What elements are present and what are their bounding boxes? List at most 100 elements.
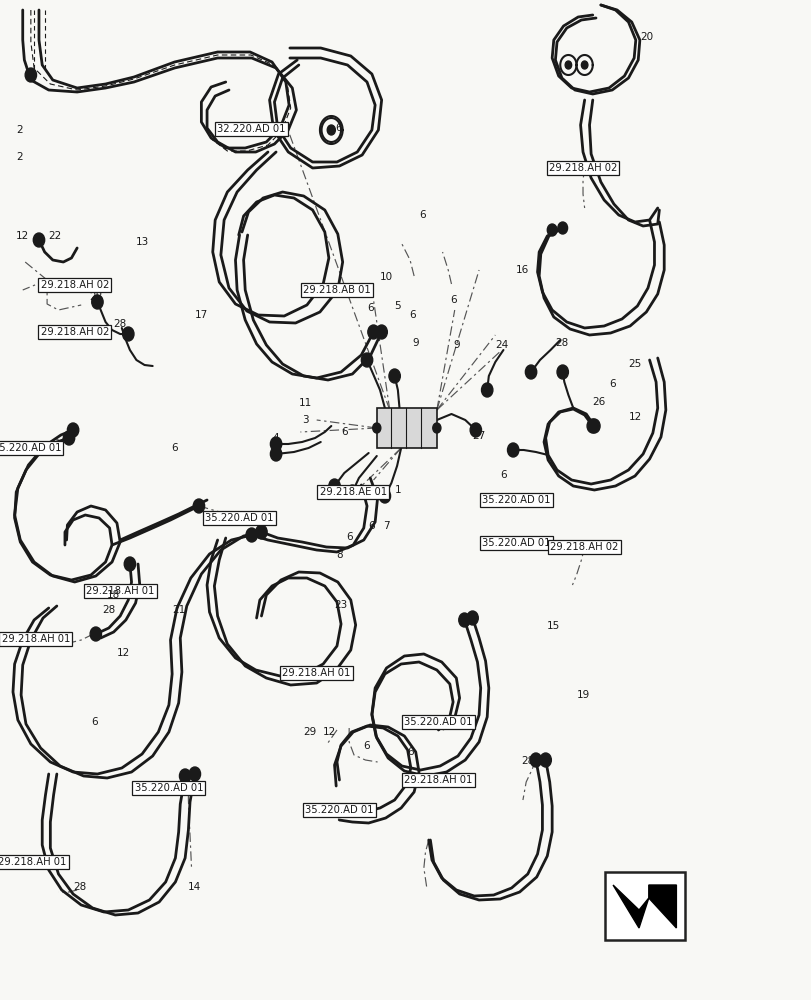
Text: 35.220.AD 01: 35.220.AD 01 [482,495,550,505]
Circle shape [564,61,571,69]
Text: 17: 17 [195,310,208,320]
Circle shape [92,295,103,309]
Circle shape [588,419,599,433]
Text: 26: 26 [592,397,605,407]
Text: 29.218.AH 01: 29.218.AH 01 [0,857,67,867]
Text: 13: 13 [135,237,148,247]
Text: 6: 6 [608,379,615,389]
Text: 6: 6 [363,741,370,751]
Bar [376,408,436,448]
Text: 6: 6 [407,747,414,757]
Circle shape [270,447,281,461]
Circle shape [525,365,536,379]
Circle shape [557,222,567,234]
Circle shape [270,437,281,451]
Text: 6: 6 [91,717,97,727]
Text: 28: 28 [555,338,568,348]
Text: 29.218.AE 01: 29.218.AE 01 [320,487,386,497]
Text: 6: 6 [345,532,352,542]
Text: 6: 6 [409,310,415,320]
Text: 12: 12 [117,648,130,658]
Text: 20: 20 [639,32,652,42]
Text: 6: 6 [449,295,456,305]
Text: 4: 4 [272,433,279,443]
Circle shape [367,325,379,339]
Text: 27: 27 [472,431,485,441]
Text: 35.220.AD 01: 35.220.AD 01 [305,805,373,815]
Text: 12: 12 [323,727,336,737]
Text: 29: 29 [303,727,316,737]
Text: 3: 3 [302,415,308,425]
Text: 25: 25 [628,359,641,369]
Text: 9: 9 [412,338,418,348]
Circle shape [122,327,134,341]
Circle shape [466,611,478,625]
Circle shape [63,431,75,445]
Text: 24: 24 [495,340,508,350]
Circle shape [539,753,551,767]
Text: 16: 16 [516,265,529,275]
Text: 29.218.AH 01: 29.218.AH 01 [282,668,350,678]
Text: 21: 21 [172,605,185,615]
Circle shape [556,365,568,379]
Text: 7: 7 [383,521,389,531]
Circle shape [372,423,380,433]
Circle shape [458,613,470,627]
Circle shape [481,383,492,397]
Text: 23: 23 [334,600,347,610]
Circle shape [388,369,400,383]
Text: 6: 6 [367,303,373,313]
Circle shape [189,767,200,781]
Text: 22: 22 [49,231,62,241]
Text: 28: 28 [114,319,127,329]
Text: 28: 28 [89,292,102,302]
Text: 28: 28 [102,605,115,615]
Text: 18: 18 [107,590,120,600]
Text: 29.218.AH 01: 29.218.AH 01 [86,586,154,596]
Text: 2: 2 [16,125,23,135]
Circle shape [581,61,587,69]
Text: 6: 6 [418,210,425,220]
Circle shape [470,423,481,437]
Text: 6: 6 [368,521,375,531]
Polygon shape [612,885,648,928]
Text: 19: 19 [576,690,589,700]
Circle shape [246,528,257,542]
Text: 6: 6 [341,427,347,437]
Text: 5: 5 [394,301,401,311]
Bar [604,872,684,940]
Text: 11: 11 [298,398,311,408]
Text: 9: 9 [453,340,459,350]
Circle shape [255,525,267,539]
Text: 28: 28 [73,882,86,892]
Text: 29.218.AH 01: 29.218.AH 01 [2,634,70,644]
Circle shape [586,419,598,433]
Circle shape [25,68,36,82]
Circle shape [432,423,440,433]
Circle shape [33,233,45,247]
Text: 35.220.AD 01: 35.220.AD 01 [0,443,61,453]
Text: 35.220.AD 01: 35.220.AD 01 [482,538,550,548]
Circle shape [179,769,191,783]
Circle shape [530,753,541,767]
Text: 6: 6 [171,443,178,453]
Circle shape [361,353,372,367]
Text: 6: 6 [335,123,341,133]
Circle shape [547,224,556,236]
Text: 12: 12 [629,412,642,422]
Text: 12: 12 [16,231,29,241]
Text: 10: 10 [380,272,393,282]
Circle shape [193,499,204,513]
Text: 29.218.AH 02: 29.218.AH 02 [41,280,109,290]
Text: 6: 6 [500,470,506,480]
Text: 28: 28 [521,756,534,766]
Circle shape [90,627,101,641]
Text: 29.218.AH 02: 29.218.AH 02 [41,327,109,337]
Circle shape [379,489,390,503]
Circle shape [328,479,340,493]
Text: 29.218.AH 02: 29.218.AH 02 [550,542,618,552]
Text: 29.218.AH 02: 29.218.AH 02 [548,163,616,173]
Text: 32.220.AD 01: 32.220.AD 01 [217,124,285,134]
Text: 15: 15 [547,621,560,631]
Text: 2: 2 [16,152,23,162]
